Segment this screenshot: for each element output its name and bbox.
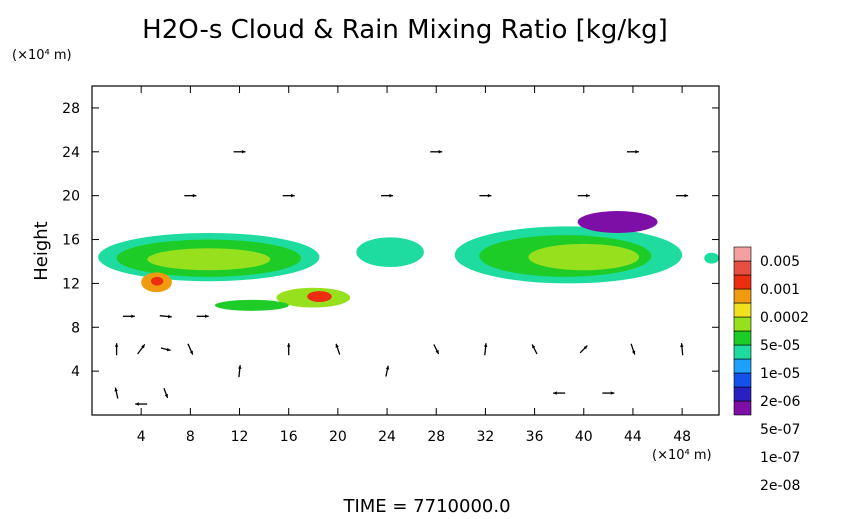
wind-vector-23 (282, 193, 295, 198)
x-tick-label-32: 32 (476, 429, 494, 445)
wind-vector-5 (135, 402, 148, 406)
wind-vector-0 (114, 343, 119, 356)
x-tick-label-24: 24 (378, 429, 396, 445)
x-tick-label-40: 40 (575, 429, 593, 445)
colorbar: 0.005 0.001 0.0002 5e-05 1e-05 2e-06 5e-07 1e-0… (733, 246, 809, 494)
x-tick-label-28: 28 (427, 429, 445, 445)
x-tick-label-12: 12 (231, 429, 249, 445)
cloud-region-2 (147, 248, 271, 271)
colorbar-label-7: 1e-07 (760, 450, 800, 466)
cloud-region-13 (704, 252, 719, 264)
chart-title: H2O-s Cloud & Rain Mixing Ratio [kg/kg] (142, 15, 668, 45)
y-tick-label-12: 12 (62, 276, 80, 292)
x-tick-label-20: 20 (329, 429, 347, 445)
wind-vector-27 (676, 193, 689, 198)
wind-vector-24 (381, 193, 394, 198)
x-tick-label-16: 16 (280, 429, 298, 445)
wind-vector-6 (163, 388, 169, 399)
colorbar-swatch-1 (733, 386, 752, 402)
y-tick-label-16: 16 (62, 233, 80, 249)
colorbar-label-5: 2e-06 (760, 394, 800, 410)
wind-vector-28 (233, 150, 246, 154)
colorbar-label-2: 0.0002 (760, 310, 809, 326)
wind-vector-16 (531, 344, 538, 355)
colorbar-label-8: 2e-08 (760, 478, 800, 494)
y-tick-label-28: 28 (62, 101, 80, 117)
colorbar-label-0: 0.005 (760, 254, 800, 270)
colorbar-label-3: 5e-05 (760, 338, 800, 354)
x-tick-label-36: 36 (526, 429, 544, 445)
cloud-region-8 (356, 237, 424, 267)
cloud-region-11 (528, 243, 640, 271)
colorbar-swatch-8 (733, 288, 752, 304)
y-tick-label-4: 4 (71, 364, 80, 380)
wind-vector-19 (680, 343, 684, 356)
x-tick-label-48: 48 (673, 429, 691, 445)
colorbar-swatch-0 (733, 400, 752, 416)
wind-vector-30 (626, 150, 639, 154)
wind-vector-1 (137, 344, 146, 355)
colorbar-label-4: 1e-05 (760, 366, 800, 382)
cloud-region-4 (151, 276, 164, 286)
x-axis: 4 8 12 16 20 24 28 32 36 40 44 48 (137, 86, 691, 445)
y-axis: 4 8 12 16 20 24 28 (62, 101, 719, 380)
x-tick-label-44: 44 (624, 429, 642, 445)
plot-frame (91, 85, 720, 416)
wind-vector-3 (187, 343, 194, 355)
time-label: TIME = 7710000.0 (342, 496, 510, 517)
wind-vector-10 (238, 365, 242, 378)
wind-vector-2 (160, 347, 171, 352)
colorbar-swatch-9 (733, 274, 752, 290)
cloud-region-12 (577, 211, 658, 233)
wind-vector-14 (433, 344, 440, 355)
cloud-region-6 (307, 291, 332, 303)
wind-vector-15 (483, 343, 488, 356)
colorbar-label-6: 5e-07 (760, 422, 800, 438)
wind-vector-22 (184, 193, 197, 198)
y-axis-label: Height (31, 221, 52, 281)
y-unit-label: (×10⁴ m) (12, 48, 72, 63)
colorbar-swatch-2 (733, 372, 752, 388)
y-tick-label-8: 8 (71, 320, 80, 336)
colorbar-swatch-10 (733, 260, 752, 276)
mixing-ratio-field (98, 211, 719, 311)
wind-vector-8 (159, 314, 172, 319)
colorbar-swatch-4 (733, 344, 752, 360)
wind-vector-12 (335, 343, 341, 355)
colorbar-swatch-6 (733, 316, 752, 332)
colorbar-swatch-11 (733, 246, 752, 262)
wind-vector-20 (553, 391, 566, 395)
wind-vector-17 (579, 345, 588, 354)
colorbar-label-1: 0.001 (760, 282, 800, 298)
x-tick-label-4: 4 (137, 429, 146, 445)
wind-vector-4 (114, 387, 119, 399)
x-tick-label-8: 8 (186, 429, 195, 445)
wind-vector-25 (479, 193, 492, 198)
wind-vector-18 (630, 343, 636, 355)
y-tick-label-20: 20 (62, 189, 80, 205)
colorbar-swatch-3 (733, 358, 752, 374)
cloud-region-7 (214, 299, 289, 311)
wind-vector-11 (286, 343, 291, 356)
wind-vector-field (114, 150, 689, 406)
wind-vector-9 (196, 314, 209, 319)
wind-vector-7 (122, 314, 135, 319)
colorbar-swatch-5 (733, 330, 752, 346)
wind-vector-13 (385, 365, 390, 377)
wind-vector-26 (577, 193, 590, 198)
colorbar-swatch-7 (733, 302, 752, 318)
wind-vector-29 (430, 150, 443, 154)
wind-vector-21 (602, 391, 615, 395)
y-tick-label-24: 24 (62, 145, 80, 161)
x-unit-label: (×10⁴ m) (652, 448, 712, 463)
